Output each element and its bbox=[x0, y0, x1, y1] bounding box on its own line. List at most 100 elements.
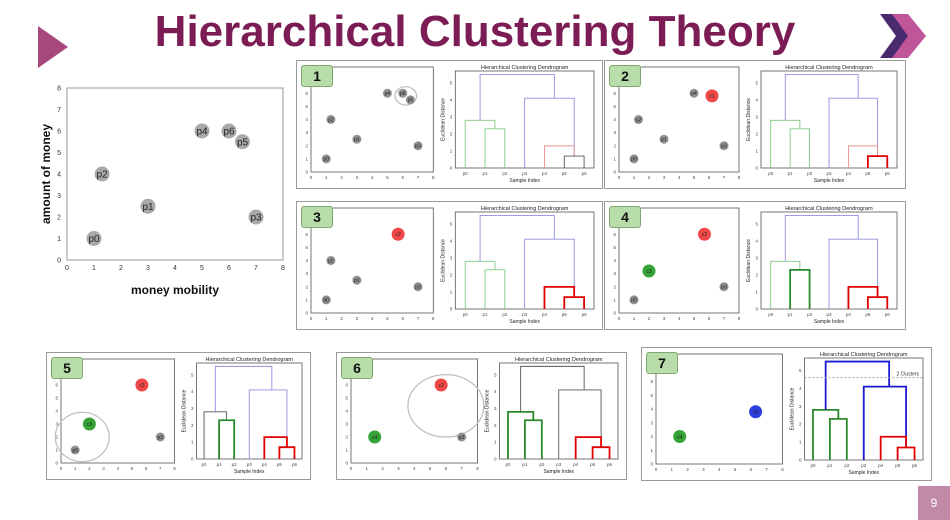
step-point bbox=[705, 89, 719, 103]
point-label: p0 bbox=[88, 234, 100, 245]
y-tick-label: 0 bbox=[613, 170, 616, 175]
dendro-leaf-label: p0 bbox=[463, 312, 469, 317]
x-tick-label: 8 bbox=[738, 175, 741, 180]
dendro-leaf-label: p2 bbox=[232, 462, 238, 467]
x-tick-label: 0 bbox=[618, 175, 621, 180]
dendro-leaf-label: p3 bbox=[826, 171, 832, 176]
step-badge: 4 bbox=[609, 206, 641, 228]
dendro-y-tick: 0 bbox=[450, 166, 453, 171]
step-badge: 3 bbox=[301, 206, 333, 228]
y-tick-label: 6 bbox=[613, 91, 616, 96]
dendrogram-link bbox=[770, 260, 801, 309]
step-point-label: c4 bbox=[677, 434, 683, 440]
step-point bbox=[352, 275, 362, 285]
dendro-leaf-label: p6 bbox=[582, 171, 588, 176]
dendro-leaf-label: p1 bbox=[522, 462, 528, 467]
dendro-leaf-label: p0 bbox=[202, 462, 208, 467]
step-point bbox=[352, 134, 362, 144]
dendro-y-tick: 3 bbox=[799, 404, 802, 409]
x-tick-label: 6 bbox=[445, 466, 448, 471]
step-point bbox=[634, 115, 643, 124]
dendro-y-label: Euclidean Distance bbox=[790, 387, 796, 430]
x-tick-label: 4 bbox=[718, 467, 721, 472]
y-tick-label: 2 bbox=[55, 435, 58, 440]
dendro-y-tick: 5 bbox=[755, 221, 758, 226]
step-panel-svg: 0 1 2 3 4 5 6 7 8 0 1 2 3 4 5 6 p0 c3 c2 p3 Hierarchical Clu… bbox=[54, 357, 303, 475]
cut-label: 2 Clusters bbox=[896, 372, 919, 378]
dendro-leaf-label: p5 bbox=[590, 462, 596, 467]
double-chevron-icon bbox=[880, 14, 928, 63]
x-tick-label: 7 bbox=[460, 466, 463, 471]
dendrogram-link bbox=[847, 145, 879, 168]
dendro-leaf-label: p4 bbox=[262, 462, 268, 467]
y-tick-label: 2 bbox=[613, 143, 616, 148]
y-tick-label: 4 bbox=[345, 409, 348, 414]
dendrogram-link bbox=[828, 97, 879, 168]
dendrogram-link bbox=[523, 419, 543, 459]
dendro-leaf-label: p5 bbox=[865, 171, 871, 176]
x-tick-label: 1 bbox=[671, 467, 674, 472]
dendrogram-link bbox=[524, 238, 575, 309]
dendro-leaf-label: p0 bbox=[768, 171, 774, 176]
dendro-leaf-label: p1 bbox=[483, 171, 489, 176]
x-tick-label: 2 bbox=[340, 316, 343, 321]
y-tick-label: 0 bbox=[613, 311, 616, 316]
y-tick-label: 5 bbox=[613, 104, 616, 109]
dendro-y-label: Euclidean Distance bbox=[746, 239, 752, 282]
step-point-label: p1 bbox=[354, 278, 360, 284]
step-point-label: p3 bbox=[415, 144, 421, 150]
dendro-leaf-label: p0 bbox=[505, 462, 511, 467]
dendro-leaf-label: p0 bbox=[810, 463, 816, 468]
step-panel-svg: 0 1 2 3 4 5 6 7 8 0 1 2 3 4 5 6 p0 p2 p1 c2 p3 Hierarchical C… bbox=[305, 206, 595, 325]
dendro-y-tick: 1 bbox=[450, 289, 453, 294]
dendro-leaf-label: p6 bbox=[292, 462, 298, 467]
step-panel-4: 0 1 2 3 4 5 6 7 8 0 1 2 3 4 5 6 p0 c3 c2 p3 Hierarchical Clu… bbox=[604, 201, 906, 330]
y-tick-label: 1 bbox=[613, 156, 616, 161]
x-tick-label: 1 bbox=[325, 316, 328, 321]
dendro-leaf-label: p6 bbox=[885, 171, 891, 176]
step-point-label: p2 bbox=[636, 117, 642, 123]
dendro-leaf-label: p2 bbox=[807, 312, 813, 317]
step-panel-3: 0 1 2 3 4 5 6 7 8 0 1 2 3 4 5 6 p0 p2 p1 c2 p3 Hierarchical C… bbox=[296, 201, 603, 330]
dendro-x-label: Sample Index bbox=[509, 319, 540, 325]
dendrogram-title: Hierarchical Clustering Dendrogram bbox=[481, 65, 569, 71]
merge-circle bbox=[54, 411, 110, 463]
x-tick-label: 0 bbox=[655, 467, 658, 472]
x-tick-label: 7 bbox=[254, 265, 258, 272]
dendro-y-tick: 1 bbox=[494, 440, 497, 445]
dendrogram-link bbox=[464, 260, 496, 309]
dendro-leaf-label: p6 bbox=[885, 312, 891, 317]
step-badge: 2 bbox=[609, 65, 641, 87]
step-point-label: p3 bbox=[721, 144, 727, 150]
dendro-x-label: Sample Index bbox=[234, 469, 265, 475]
x-tick-label: 3 bbox=[397, 466, 400, 471]
x-tick-label: 1 bbox=[92, 265, 96, 272]
y-tick-label: 3 bbox=[57, 193, 61, 200]
x-tick-label: 4 bbox=[413, 466, 416, 471]
step-point-label: c2 bbox=[702, 232, 708, 238]
dendro-leaf-label: p1 bbox=[483, 312, 489, 317]
dendro-x-label: Sample Index bbox=[814, 319, 845, 325]
dendro-y-label: Euclidean Distance bbox=[440, 98, 446, 141]
x-tick-label: 0 bbox=[350, 466, 353, 471]
data-point bbox=[235, 134, 250, 150]
y-tick-label: 5 bbox=[345, 396, 348, 401]
x-tick-label: 7 bbox=[417, 175, 420, 180]
y-tick-label: 4 bbox=[613, 258, 616, 263]
dendrogram-link bbox=[784, 73, 859, 121]
x-tick-label: 6 bbox=[708, 316, 711, 321]
dendro-x-label: Sample Index bbox=[814, 178, 845, 184]
x-tick-label: 6 bbox=[708, 175, 711, 180]
step-point-label: p0 bbox=[72, 448, 78, 454]
x-tick-label: 4 bbox=[678, 316, 681, 321]
dendro-y-tick: 5 bbox=[799, 368, 802, 373]
data-point bbox=[248, 209, 264, 225]
point-label: p1 bbox=[142, 202, 154, 213]
dendro-leaf-label: p5 bbox=[562, 171, 568, 176]
step-point bbox=[719, 141, 729, 151]
x-tick-label: 4 bbox=[371, 316, 374, 321]
x-tick-label: 2 bbox=[119, 265, 123, 272]
x-tick-label: 8 bbox=[173, 466, 176, 471]
page-number: 9 bbox=[918, 486, 950, 520]
dendro-leaf-label: p0 bbox=[768, 312, 774, 317]
